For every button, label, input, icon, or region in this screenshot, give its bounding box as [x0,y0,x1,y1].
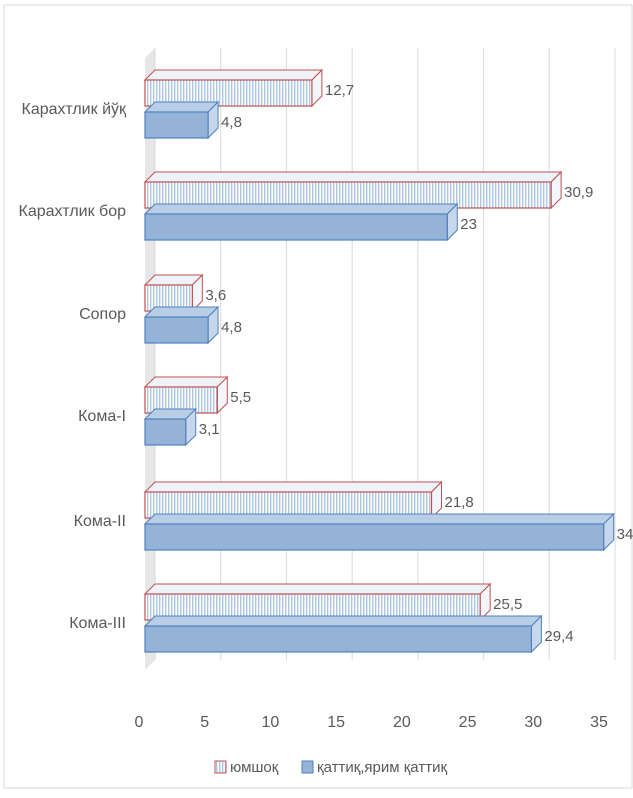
data-label: 3,6 [205,287,226,304]
legend-swatch [214,760,227,774]
bar-top-face [143,203,459,215]
category-label: Кома-I [78,408,126,425]
data-label: 34,9 [617,526,633,543]
bar: 12,7 [143,68,354,108]
bar-top-face [143,171,563,183]
bar: 4,8 [143,305,242,345]
category-label: Сопор [79,306,126,323]
x-tick-label: 30 [524,714,542,731]
legend-swatch [301,760,314,774]
bar-top-face [143,615,543,627]
bar-top-face [143,583,492,595]
bar-top-face [143,306,220,318]
chart-border [3,4,633,789]
bar: 23 [143,202,477,242]
gridlines [154,48,616,660]
bar: 3,6 [143,273,226,313]
x-tick-label: 5 [200,714,209,731]
bar-series: 12,7 4,8 30,9 23 3,6 4,8 5,5 3,1 21,8 34,9 25,5 29,… [143,68,633,654]
value-axis: 0 5 10 15 20 25 30 35 [135,714,608,731]
bar: 29,4 [143,614,574,654]
legend-item: юмшоқ [214,759,279,776]
data-label: 12,7 [325,82,354,99]
bar-top-face [143,69,324,81]
data-label: 25,5 [493,596,522,613]
data-label: 5,5 [230,389,251,406]
legend-label: юмшоқ [230,759,279,776]
bar: 3,1 [143,407,220,447]
category-axis: Карахтлик йўқ Карахтлик бор Сопор Кома-I Ком… [19,101,128,632]
category-label: Карахтлик бор [19,203,127,220]
data-label: 23 [460,216,477,233]
bar-top-face [143,101,220,113]
legend-item: қаттиқ,ярим қаттиқ [301,759,447,776]
data-label: 4,8 [221,319,242,336]
data-label: 29,4 [544,628,573,645]
x-tick-label: 15 [327,714,345,731]
x-tick-label: 0 [135,714,144,731]
bar: 34,9 [143,512,633,552]
bar-front-face [144,316,209,344]
x-tick-label: 35 [590,714,608,731]
bar-front-face [144,523,605,551]
bar: 25,5 [143,582,522,622]
bar-top-face [143,481,443,493]
legend-label: қаттиқ,ярим қаттиқ [317,759,447,776]
bar-front-face [144,625,532,653]
category-label: Кома-III [69,615,126,632]
bar-front-face [144,213,448,241]
legend: юмшоқ қаттиқ,ярим қаттиқ [214,759,447,776]
bar: 21,8 [143,480,474,520]
bar: 4,8 [143,100,242,140]
x-tick-label: 20 [393,714,411,731]
data-label: 3,1 [199,421,220,438]
x-tick-label: 25 [459,714,477,731]
chart-floor-wall [145,48,155,670]
side-wall [145,48,155,670]
category-label: Карахтлик йўқ [22,101,127,118]
data-label: 30,9 [564,184,593,201]
bar-top-face [143,376,229,388]
bar: 5,5 [143,375,251,415]
category-label: Кома-II [74,513,126,530]
x-tick-label: 10 [262,714,280,731]
data-label: 4,8 [221,114,242,131]
bar: 30,9 [143,170,593,210]
bar-top-face [143,513,615,525]
bar-front-face [144,418,187,446]
data-label: 21,8 [445,494,474,511]
bar-front-face [144,111,209,139]
